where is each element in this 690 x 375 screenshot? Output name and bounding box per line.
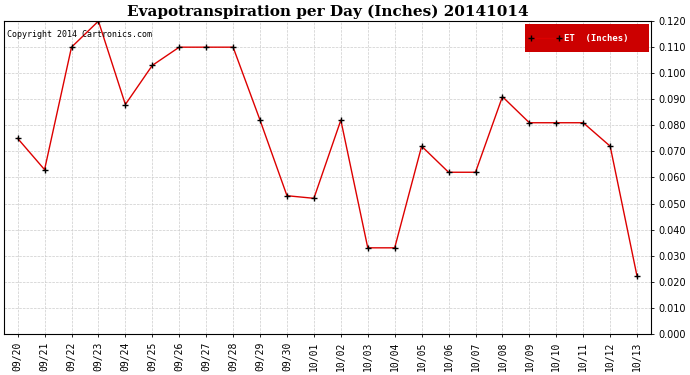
Title: Evapotranspiration per Day (Inches) 20141014: Evapotranspiration per Day (Inches) 2014…	[126, 4, 528, 18]
Text: Copyright 2014 Cartronics.com: Copyright 2014 Cartronics.com	[8, 30, 152, 39]
